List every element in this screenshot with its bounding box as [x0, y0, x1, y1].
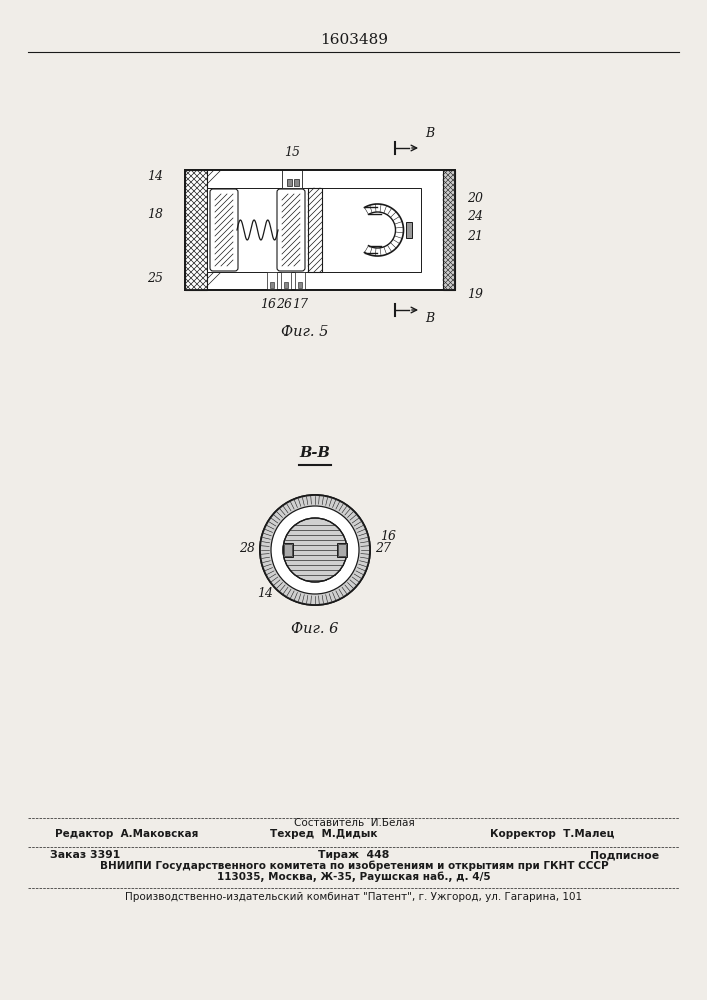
Bar [283, 543, 293, 557]
Text: 16: 16 [380, 530, 396, 543]
Bar [267, 272, 277, 290]
Text: Подписное: Подписное [590, 850, 659, 860]
Text: Заказ 3391: Заказ 3391 [50, 850, 120, 860]
Text: 16: 16 [260, 298, 276, 311]
Text: Производственно-издательский комбинат "Патент", г. Ужгород, ул. Гагарина, 101: Производственно-издательский комбинат "П… [125, 892, 583, 902]
Text: 17: 17 [292, 298, 308, 311]
Bar [337, 543, 347, 557]
Circle shape [283, 518, 347, 582]
Text: 113035, Москва, Ж-35, Раушская наб., д. 4/5: 113035, Москва, Ж-35, Раушская наб., д. … [217, 871, 491, 882]
Bar [295, 272, 305, 290]
Circle shape [260, 495, 370, 605]
Bar [282, 170, 302, 188]
Text: Фиг. 5: Фиг. 5 [281, 325, 329, 339]
Text: 1603489: 1603489 [320, 33, 388, 47]
Bar [185, 170, 455, 290]
Text: 27: 27 [375, 542, 391, 555]
Bar [284, 282, 288, 288]
Text: В: В [425, 127, 434, 140]
FancyBboxPatch shape [277, 189, 305, 271]
Text: 20: 20 [467, 192, 483, 205]
Bar [185, 170, 207, 290]
Bar [281, 272, 291, 290]
Bar [287, 179, 292, 186]
Bar [308, 188, 322, 272]
Circle shape [271, 506, 359, 594]
Bar [294, 179, 299, 186]
Text: В-В: В-В [300, 446, 330, 460]
Bar [284, 544, 292, 556]
Text: 14: 14 [257, 587, 273, 600]
Bar [443, 170, 455, 290]
Text: ВНИИПИ Государственного комитета по изобретениям и открытиям при ГКНТ СССР: ВНИИПИ Государственного комитета по изоб… [100, 860, 608, 871]
Bar [270, 282, 274, 288]
Text: 24: 24 [467, 210, 483, 223]
Bar [406, 222, 411, 238]
Text: 18: 18 [147, 208, 163, 221]
Bar [298, 282, 302, 288]
Text: 15: 15 [284, 146, 300, 159]
Text: 26: 26 [276, 298, 292, 311]
Text: В: В [425, 312, 434, 325]
Bar [207, 188, 421, 272]
Text: Фиг. 6: Фиг. 6 [291, 622, 339, 636]
Text: 25: 25 [147, 272, 163, 285]
Text: 21: 21 [467, 230, 483, 243]
Text: Редактор  А.Маковская: Редактор А.Маковская [55, 829, 199, 839]
Text: Составитель  И.Белая: Составитель И.Белая [293, 818, 414, 828]
Text: 14: 14 [147, 170, 163, 183]
Bar [338, 544, 346, 556]
Circle shape [260, 495, 370, 605]
Text: Корректор  Т.Малец: Корректор Т.Малец [490, 829, 614, 839]
Text: Тираж  448: Тираж 448 [318, 850, 390, 860]
Text: 28: 28 [239, 542, 255, 555]
FancyBboxPatch shape [210, 189, 238, 271]
Text: Техред  М.Дидык: Техред М.Дидык [270, 829, 378, 839]
Text: 19: 19 [467, 288, 483, 301]
